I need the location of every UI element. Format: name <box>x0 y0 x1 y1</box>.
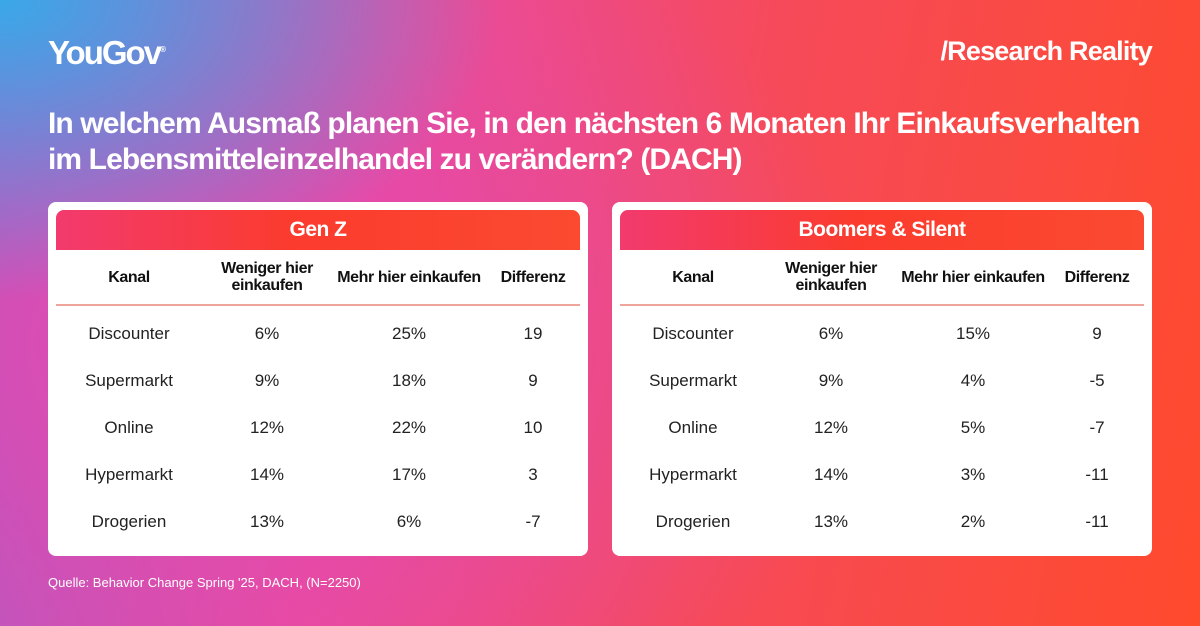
table-cell: Hypermarkt <box>85 464 173 484</box>
table-cell: Supermarkt <box>85 370 173 390</box>
table-cell: Hypermarkt <box>649 464 737 484</box>
table-cell: 9% <box>254 370 280 390</box>
table-cell: 3% <box>960 464 986 484</box>
table-cell: 9% <box>818 370 844 390</box>
table-cell: 18% <box>391 370 427 390</box>
column-header: Differenz <box>1064 268 1130 286</box>
table-cell: 13% <box>249 511 285 531</box>
table-cell: 2% <box>960 511 986 531</box>
table-cell: Discounter <box>652 323 734 343</box>
table-cell: -7 <box>1089 417 1105 437</box>
table-cell: 15% <box>955 323 991 343</box>
table-cell: Online <box>104 417 154 437</box>
table-cell: Online <box>668 417 718 437</box>
brand-tagline: /Research Reality <box>940 36 1152 66</box>
column-header: Weniger hier einkaufen <box>785 260 877 294</box>
logo-text: YouGov <box>48 34 162 71</box>
table-row: Drogerien 13% 2% -11 <box>620 498 1144 545</box>
column-header: Kanal <box>672 268 714 286</box>
table-cell: -11 <box>1085 464 1109 484</box>
table-cell: 19 <box>523 323 543 343</box>
table-cell: 6% <box>818 323 844 343</box>
table-cell: Discounter <box>88 323 170 343</box>
table-cell: 6% <box>396 511 422 531</box>
table-header: Kanal Weniger hier einkaufen Mehr hier ein… <box>56 250 580 306</box>
column-header: Differenz <box>500 268 566 286</box>
table-row: Online 12% 22% 10 <box>56 404 580 451</box>
table-cell: 25% <box>391 323 427 343</box>
table-cell: Supermarkt <box>649 370 737 390</box>
table-cell: 12% <box>813 417 849 437</box>
table-cell: -7 <box>525 511 541 531</box>
table-cell: 4% <box>960 370 986 390</box>
table-panel-gen-z: Gen Z Kanal Weniger hier einkaufen Mehr hie… <box>48 202 588 556</box>
yougov-logo: YouGov® <box>48 34 166 72</box>
table-cell: 17% <box>391 464 427 484</box>
table-cell: 10 <box>523 417 543 437</box>
table-cell: -11 <box>1085 511 1109 531</box>
table-cell: 5% <box>960 417 986 437</box>
table-cell: 14% <box>813 464 849 484</box>
column-header: Mehr hier einkaufen <box>337 268 481 286</box>
table-cell: Drogerien <box>655 511 731 531</box>
table-title: Gen Z <box>56 210 580 250</box>
table-row: Drogerien 13% 6% -7 <box>56 498 580 545</box>
table-cell: 13% <box>813 511 849 531</box>
table-cell: Drogerien <box>91 511 167 531</box>
table-row: Online 12% 5% -7 <box>620 404 1144 451</box>
table-cell: 9 <box>1092 323 1102 343</box>
table-row: Hypermarkt 14% 17% 3 <box>56 451 580 498</box>
table-title: Boomers & Silent <box>620 210 1144 250</box>
table-cell: 6% <box>254 323 280 343</box>
table-cell: 14% <box>249 464 285 484</box>
table-header: Kanal Weniger hier einkaufen Mehr hier ein… <box>620 250 1144 306</box>
table-panel-boomers-silent: Boomers & Silent Kanal Weniger hier einkau… <box>612 202 1152 556</box>
table-cell: -5 <box>1089 370 1105 390</box>
table-row: Discounter 6% 15% 9 <box>620 310 1144 357</box>
table-cell: 3 <box>528 464 538 484</box>
page-title: In welchem Ausmaß planen Sie, in den näc… <box>48 107 1140 176</box>
table-row: Hypermarkt 14% 3% -11 <box>620 451 1144 498</box>
column-header: Weniger hier einkaufen <box>221 260 313 294</box>
table-cell: 9 <box>528 370 538 390</box>
column-header: Mehr hier einkaufen <box>901 268 1045 286</box>
table-row: Discounter 6% 25% 19 <box>56 310 580 357</box>
table-row: Supermarkt 9% 18% 9 <box>56 357 580 404</box>
source-note: Quelle: Behavior Change Spring '25, DACH… <box>48 575 361 590</box>
column-header: Kanal <box>108 268 150 286</box>
table-row: Supermarkt 9% 4% -5 <box>620 357 1144 404</box>
logo-mark: ® <box>160 45 166 54</box>
table-cell: 22% <box>391 417 427 437</box>
table-cell: 12% <box>249 417 285 437</box>
